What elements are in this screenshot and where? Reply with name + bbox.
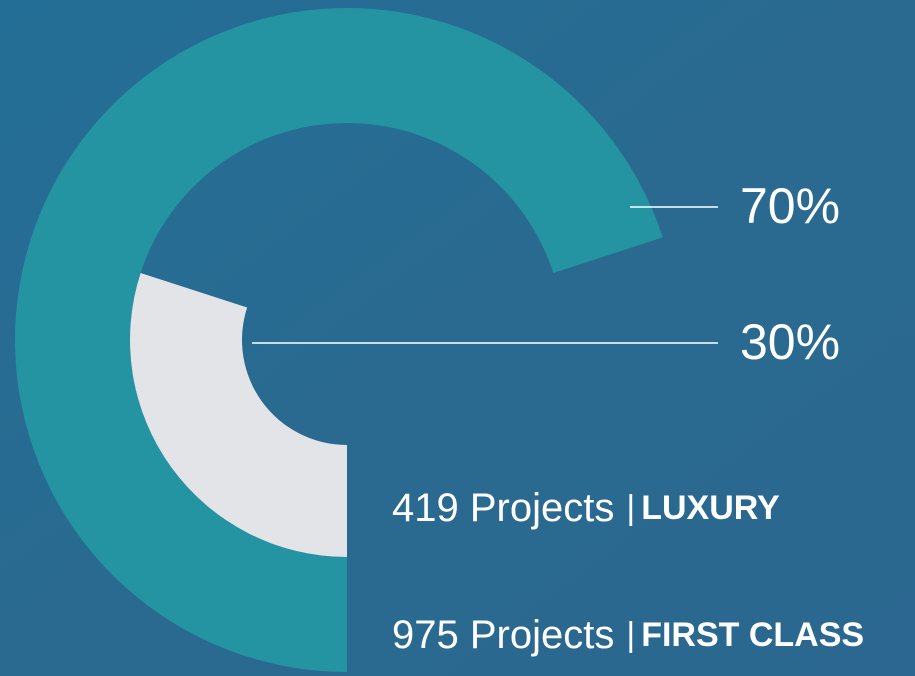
- legend-count: 975 Projects: [392, 613, 614, 657]
- legend-entry: 419 Projects | LUXURY: [392, 486, 780, 530]
- ring-segment: [130, 272, 347, 557]
- value-label: 70%: [740, 178, 840, 234]
- legend-name: FIRST CLASS: [641, 616, 864, 654]
- ring-segment: [15, 7, 663, 672]
- legend-count: 419 Projects: [392, 486, 614, 530]
- legend-entry: 975 Projects | FIRST CLASS: [392, 613, 864, 657]
- legend-separator: |: [626, 489, 635, 527]
- value-label: 30%: [740, 314, 840, 370]
- legend-name: LUXURY: [641, 489, 780, 527]
- legend-separator: |: [626, 616, 635, 654]
